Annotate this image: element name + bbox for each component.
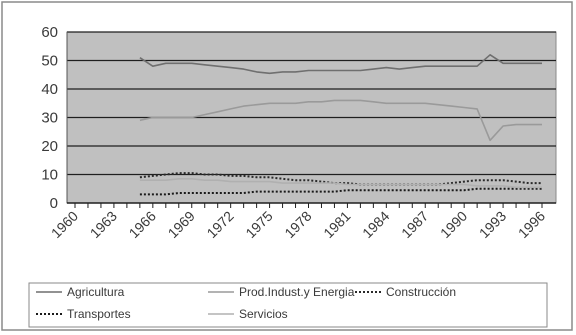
y-tick-label: 30 xyxy=(41,110,58,127)
series-line xyxy=(139,187,542,196)
legend: Agricultura Prod.Indust.y Energia Construc… xyxy=(28,282,548,328)
series-line xyxy=(139,53,542,75)
series-group xyxy=(139,53,542,196)
y-tick-label: 10 xyxy=(41,167,58,184)
legend-label: Construcción xyxy=(386,285,456,299)
y-tick-label: 40 xyxy=(41,81,58,98)
series-line xyxy=(139,99,542,142)
legend-label: Servicios xyxy=(239,307,288,321)
legend-label: Prod.Indust.y Energia xyxy=(239,285,355,299)
y-tick-label: 0 xyxy=(50,195,58,212)
y-tick-label: 50 xyxy=(41,53,58,70)
plot-area xyxy=(66,31,557,204)
y-tick-label: 20 xyxy=(41,138,58,155)
legend-label: Transportes xyxy=(67,307,131,321)
y-tick-label: 60 xyxy=(41,24,58,41)
y-axis: 0 10 20 30 40 50 60 xyxy=(41,24,68,212)
series-line xyxy=(139,178,542,189)
legend-box xyxy=(28,282,548,328)
legend-label: Agricultura xyxy=(67,285,125,299)
